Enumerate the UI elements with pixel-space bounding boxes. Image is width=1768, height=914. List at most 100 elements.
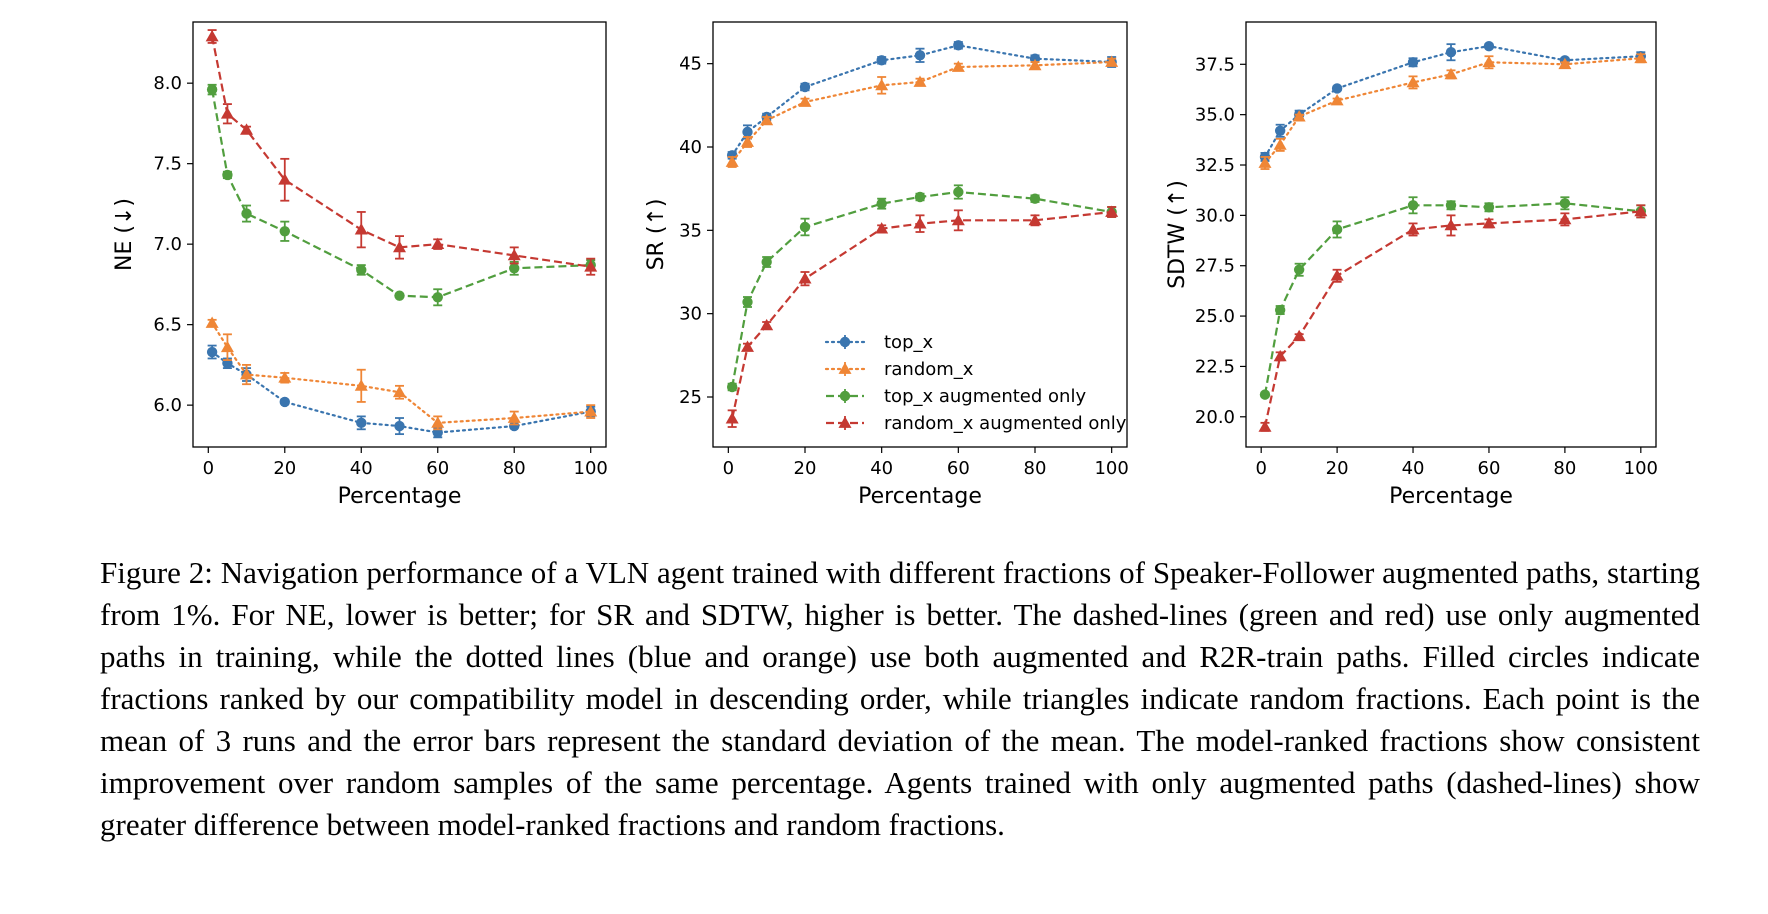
data-point — [1445, 47, 1457, 58]
data-point — [1558, 212, 1572, 225]
x-tick-label: 0 — [203, 458, 214, 479]
data-point — [278, 371, 292, 383]
series-3 — [1259, 196, 1647, 400]
data-point — [278, 173, 292, 185]
data-point — [953, 186, 964, 198]
data-point — [951, 213, 965, 226]
data-point — [1292, 329, 1306, 342]
data-point — [279, 226, 290, 237]
data-point — [953, 40, 964, 51]
data-point — [725, 412, 739, 424]
y-tick-label: 40 — [679, 137, 702, 158]
series-4 — [205, 29, 598, 276]
x-tick-label: 60 — [426, 458, 449, 479]
x-tick-label: 100 — [1624, 458, 1658, 479]
data-point — [1273, 138, 1287, 150]
data-point — [1483, 40, 1495, 52]
data-point — [951, 60, 965, 72]
data-point — [1292, 110, 1306, 122]
chart-panel-3: 0 20 40 60 80 100 20.0 22.5 25.0 27.5 30.0 32.5 35.0… — [1165, 21, 1658, 509]
y-tick-label: 20.0 — [1195, 407, 1235, 428]
y-tick-label: 6.5 — [153, 315, 182, 336]
series-1 — [1259, 40, 1647, 163]
data-point — [431, 237, 445, 250]
data-point — [798, 272, 812, 284]
legend-label: random_x — [884, 359, 974, 380]
data-point — [1028, 58, 1042, 71]
data-point — [1330, 94, 1344, 106]
y-tick-label: 7.0 — [153, 234, 182, 255]
y-tick-label: 7.5 — [153, 154, 182, 175]
data-point — [393, 385, 406, 398]
data-point — [1444, 218, 1458, 231]
data-point — [913, 217, 927, 229]
series-line — [211, 36, 591, 268]
data-point — [761, 256, 772, 268]
y-tick-label: 22.5 — [1195, 356, 1235, 377]
x-axis-label: Percentage — [338, 484, 462, 509]
x-axis-label: Percentage — [858, 484, 982, 509]
data-point — [875, 222, 889, 234]
series-line — [211, 321, 592, 424]
data-point — [741, 340, 754, 352]
data-point — [509, 420, 520, 432]
data-point — [1293, 264, 1305, 275]
series-line — [211, 89, 591, 299]
y-tick-label: 25.0 — [1195, 306, 1235, 327]
data-point — [356, 417, 367, 429]
x-tick-label: 20 — [1326, 458, 1349, 479]
data-point — [222, 169, 233, 181]
x-tick-label: 60 — [947, 458, 970, 479]
data-point — [876, 55, 887, 66]
legend-marker — [839, 390, 851, 402]
x-tick-label: 40 — [870, 458, 893, 479]
data-point — [205, 316, 219, 328]
x-tick-label: 100 — [574, 458, 608, 479]
plot-frame — [712, 21, 1128, 448]
data-point — [726, 150, 738, 161]
data-point — [875, 78, 889, 91]
data-point — [584, 405, 598, 417]
series-2 — [725, 55, 1119, 168]
series-line — [731, 60, 1113, 164]
data-point — [1445, 200, 1457, 211]
series-line — [1263, 202, 1641, 395]
data-point — [240, 368, 254, 380]
legend-label: top_x augmented only — [884, 386, 1086, 407]
x-tick-label: 100 — [1094, 458, 1128, 479]
data-point — [741, 135, 754, 147]
data-point — [742, 126, 753, 138]
data-point — [1258, 156, 1272, 168]
data-point — [742, 296, 753, 308]
data-point — [1105, 55, 1119, 67]
x-tick-label: 60 — [1478, 458, 1501, 479]
data-point — [241, 208, 252, 219]
data-point — [1273, 349, 1287, 362]
x-tick-label: 20 — [794, 458, 817, 479]
data-point — [726, 381, 738, 393]
series-line — [1263, 210, 1641, 428]
data-point — [205, 29, 219, 42]
data-point — [431, 416, 445, 428]
data-point — [1634, 204, 1648, 217]
legend-marker — [838, 362, 852, 374]
series-1 — [726, 40, 1117, 161]
x-tick-label: 80 — [503, 458, 526, 479]
y-tick-label: 45 — [679, 54, 702, 75]
data-point — [1259, 389, 1271, 400]
series-line — [731, 190, 1112, 388]
x-tick-label: 40 — [1402, 458, 1425, 479]
x-tick-label: 0 — [1255, 458, 1266, 479]
data-point — [1407, 57, 1419, 68]
data-point — [914, 50, 926, 61]
data-point — [799, 81, 811, 93]
figure-caption: Figure 2: Navigation performance of a VL… — [100, 555, 1700, 842]
x-tick-label: 80 — [1553, 458, 1576, 479]
data-point — [354, 223, 368, 235]
data-point — [1028, 213, 1042, 226]
legend-marker — [838, 416, 852, 428]
data-point — [876, 198, 887, 209]
x-axis-label: Percentage — [1389, 484, 1513, 509]
y-tick-label: 27.5 — [1195, 256, 1235, 277]
